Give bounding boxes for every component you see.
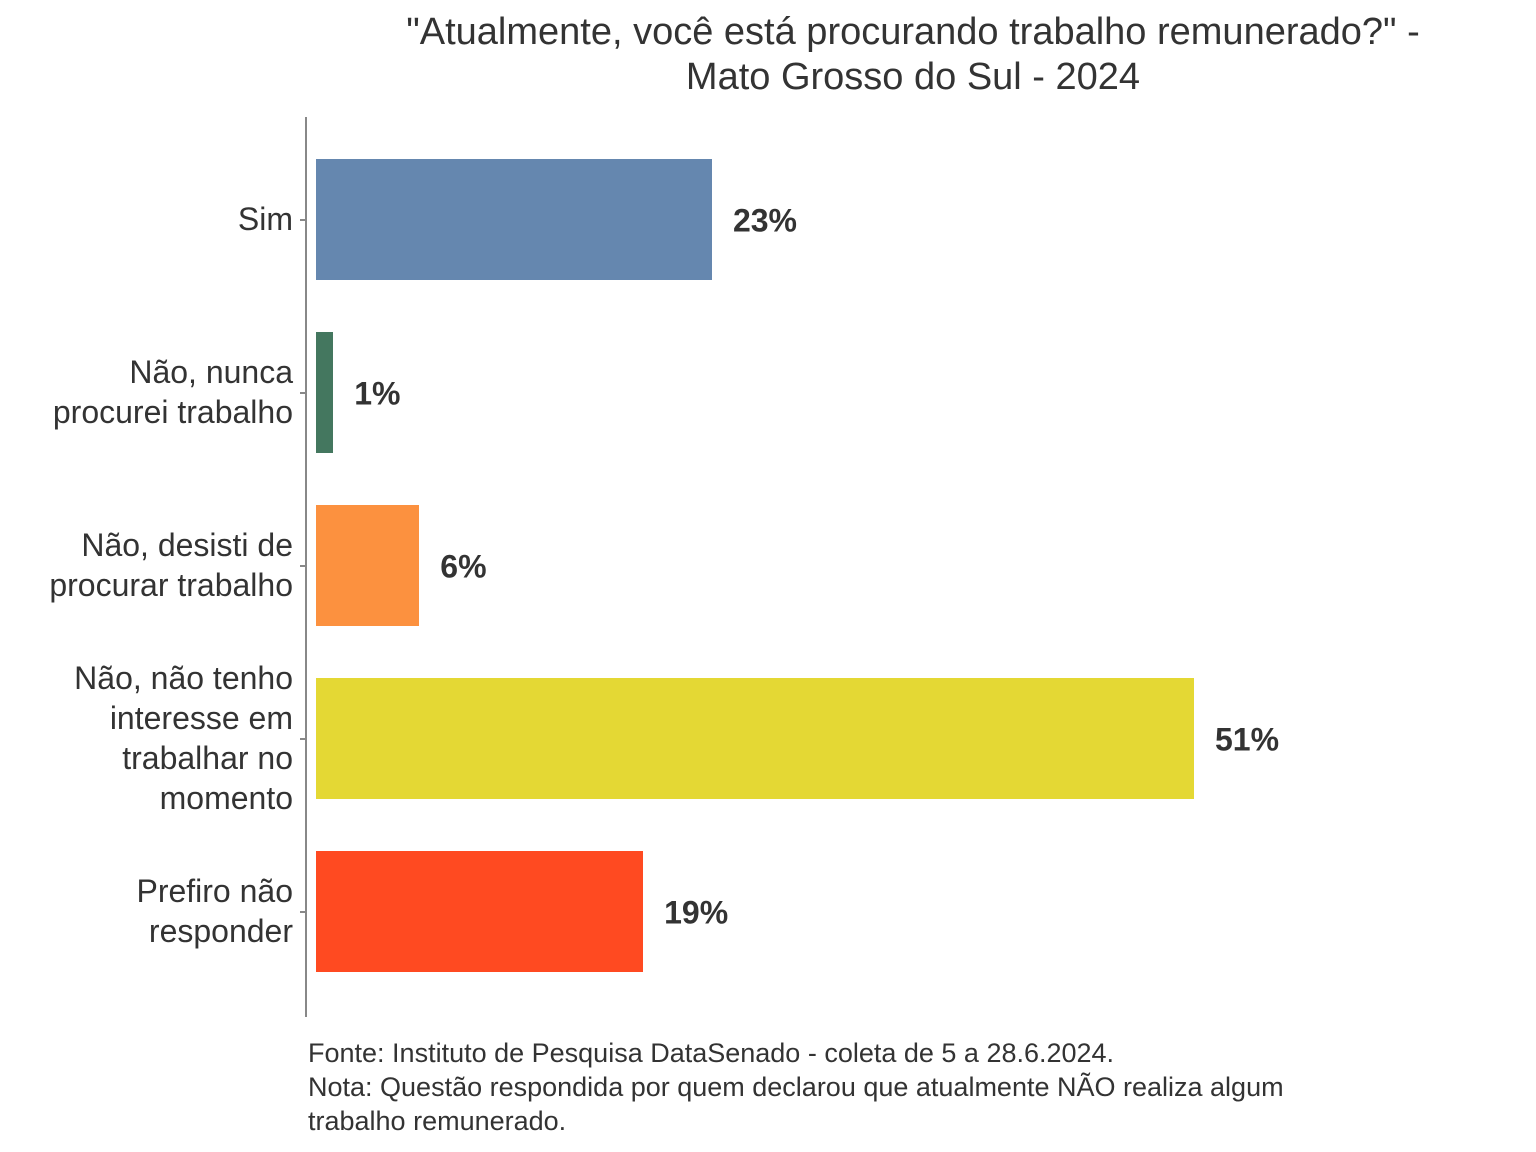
- category-label: Não, não tenho interesse em trabalhar no mo…: [74, 658, 293, 818]
- y-tick: [300, 565, 306, 567]
- note-line: Nota: Questão respondida por quem declar…: [308, 1072, 1284, 1102]
- category-label-line: procurar trabalho: [49, 567, 293, 603]
- source-note: Fonte: Instituto de Pesquisa DataSenado …: [308, 1038, 1115, 1068]
- category-label-line: interesse em: [109, 700, 293, 736]
- category-label: Não, nunca procurei trabalho: [53, 352, 293, 432]
- chart-title: "Atualmente, você está procurando trabal…: [290, 10, 1536, 100]
- value-label: 51%: [1215, 721, 1280, 758]
- category-label-line: Prefiro não: [136, 873, 293, 909]
- category-label: Sim: [238, 199, 293, 239]
- bar: [316, 158, 712, 280]
- bar: [316, 331, 334, 453]
- category-label-line: Não, não tenho: [74, 660, 293, 696]
- value-label: 23%: [732, 202, 797, 239]
- category-label-line: trabalhar no: [122, 740, 293, 776]
- title-line: "Atualmente, você está procurando trabal…: [406, 11, 1420, 53]
- note-line: trabalho remunerado.: [308, 1106, 567, 1136]
- category-label: Não, desisti de procurar trabalho: [49, 525, 293, 605]
- value-label: 6%: [440, 548, 487, 585]
- category-label-line: procurei trabalho: [52, 394, 293, 430]
- y-tick: [300, 738, 306, 740]
- category-label: Prefiro não responder: [136, 871, 293, 951]
- chart-footer: Fonte: Instituto de Pesquisa DataSenado …: [308, 1036, 1284, 1138]
- bar: [316, 504, 420, 626]
- bar: [316, 850, 644, 972]
- category-label-line: responder: [148, 913, 293, 949]
- category-label-line: momento: [159, 780, 293, 816]
- bar: [316, 677, 1194, 799]
- title-line: Mato Grosso do Sul - 2024: [685, 56, 1141, 98]
- y-tick: [300, 911, 306, 913]
- y-tick: [300, 219, 306, 221]
- category-label-line: Não, nunca: [129, 354, 293, 390]
- category-label-line: Não, desisti de: [81, 527, 293, 563]
- category-label-line: Sim: [237, 201, 293, 237]
- y-axis-line: [305, 117, 307, 1017]
- value-label: 1%: [354, 375, 401, 412]
- value-label: 19%: [664, 894, 729, 931]
- y-tick: [300, 392, 306, 394]
